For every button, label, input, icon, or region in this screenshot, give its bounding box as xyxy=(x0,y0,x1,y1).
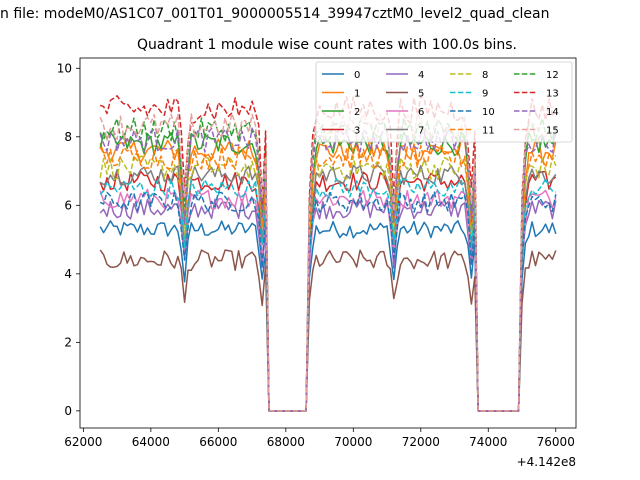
legend-label-12: 12 xyxy=(546,70,559,81)
x-axis-offset-label: +4.142e8 xyxy=(517,455,576,469)
y-tick-label: 8 xyxy=(64,130,72,144)
legend-label-1: 1 xyxy=(354,89,360,100)
x-tick-label: 74000 xyxy=(469,435,507,449)
legend-box xyxy=(315,61,573,143)
legend-label-0: 0 xyxy=(354,70,360,81)
y-tick-label: 2 xyxy=(64,335,72,349)
x-tick-label: 64000 xyxy=(132,435,170,449)
legend-label-4: 4 xyxy=(418,70,424,81)
figure-suptitle: n file: modeM0/AS1C07_001T01_9000005514_… xyxy=(0,6,549,22)
axis-layer: 62000 64000 66000 68000 70000 72000 74000 76000… xyxy=(57,61,575,449)
legend-label-13: 13 xyxy=(546,89,559,100)
legend-label-15: 15 xyxy=(546,126,559,137)
x-tick-label: 72000 xyxy=(402,435,440,449)
x-tick-label: 66000 xyxy=(199,435,237,449)
y-tick-label: 10 xyxy=(57,61,72,75)
x-tick-label: 68000 xyxy=(267,435,305,449)
plot-frame xyxy=(79,57,577,429)
legend-label-3: 3 xyxy=(354,126,360,137)
legend-label-6: 6 xyxy=(418,107,424,118)
legend-label-14: 14 xyxy=(546,107,559,118)
x-tick-label: 76000 xyxy=(537,435,575,449)
legend-label-9: 9 xyxy=(482,89,488,100)
series-line-15 xyxy=(99,112,557,412)
y-tick-label: 4 xyxy=(64,267,72,281)
legend-label-8: 8 xyxy=(482,70,488,81)
legend-label-11: 11 xyxy=(482,126,495,137)
y-tick-label: 6 xyxy=(64,198,72,212)
legend-label-7: 7 xyxy=(418,126,424,137)
chart-title: Quadrant 1 module wise count rates with … xyxy=(137,37,517,53)
legend-label-2: 2 xyxy=(354,107,360,118)
x-tick-label: 62000 xyxy=(64,435,102,449)
x-tick-label: 70000 xyxy=(334,435,372,449)
series-line-14 xyxy=(99,127,557,412)
legend-label-10: 10 xyxy=(482,107,495,118)
legend-label-5: 5 xyxy=(418,89,424,100)
y-tick-label: 0 xyxy=(64,404,72,418)
